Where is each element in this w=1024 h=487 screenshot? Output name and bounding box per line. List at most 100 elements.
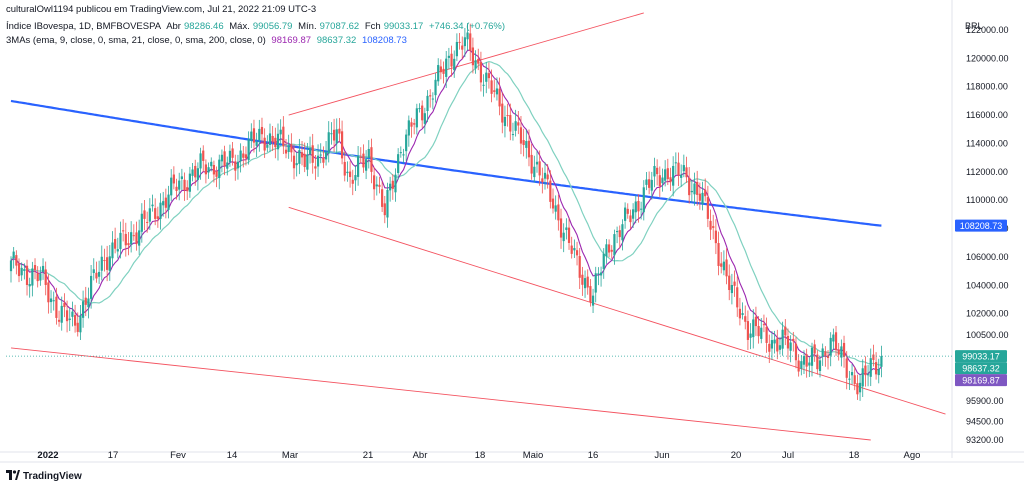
- candle-body: [415, 108, 418, 128]
- publisher-line: culturalOwl1194 publicou em TradingView.…: [6, 4, 317, 15]
- candle-body: [749, 333, 752, 338]
- candle-body: [223, 151, 226, 166]
- candle-body: [383, 203, 386, 216]
- candle-body: [314, 166, 317, 169]
- candle-body: [397, 154, 400, 174]
- candle-body: [506, 115, 509, 117]
- candle-body: [159, 202, 162, 219]
- candle-body: [487, 73, 491, 79]
- candle-body: [226, 162, 229, 169]
- candle-body: [295, 163, 298, 166]
- candle-body: [840, 346, 843, 358]
- candle-body: [287, 145, 290, 153]
- sma21-path: [10, 60, 882, 366]
- candle-body: [260, 126, 264, 135]
- candle-body: [736, 287, 739, 308]
- candle-body: [191, 169, 194, 176]
- open-value: 98286.46: [183, 21, 224, 32]
- candle-body: [119, 232, 122, 249]
- candle-body: [602, 253, 605, 269]
- candle-body: [183, 179, 186, 191]
- candle-body: [250, 131, 253, 141]
- candle-body: [23, 269, 26, 271]
- candle-body: [525, 141, 528, 148]
- change-value: +746.34 (+0.76%): [428, 21, 506, 32]
- candle-body: [738, 308, 742, 319]
- candle-body: [474, 60, 477, 69]
- candle-body: [690, 190, 693, 193]
- candle-body: [354, 175, 357, 181]
- sma200-path: [10, 99, 882, 227]
- candle-body: [322, 157, 325, 163]
- candle-body: [519, 127, 523, 144]
- candle-body: [802, 356, 806, 365]
- candle-body: [244, 154, 248, 159]
- y-tick-label: 120000.00: [966, 53, 1009, 63]
- candle-body: [874, 362, 878, 375]
- candle-body: [162, 201, 165, 206]
- candle-body: [471, 47, 475, 66]
- candle-body: [92, 269, 95, 274]
- candle-body: [106, 257, 109, 270]
- candle-body: [674, 162, 677, 164]
- candle-body: [423, 113, 426, 124]
- candle-body: [180, 176, 183, 180]
- price-badge-label: 108208.73: [960, 221, 1003, 231]
- candle-body: [413, 123, 416, 125]
- candle-body: [33, 265, 37, 271]
- currency-label: BRL: [965, 21, 983, 31]
- candle-body: [194, 165, 197, 178]
- high-value: 99056.79: [252, 21, 293, 32]
- candle-body: [172, 174, 175, 184]
- candle-body: [495, 88, 499, 95]
- symbol-name: Índice IBovespa, 1D, BMFBOVESPA: [6, 21, 162, 32]
- candle-body: [429, 95, 432, 97]
- candle-body: [340, 131, 344, 159]
- candle-body: [607, 244, 611, 253]
- candle-body: [335, 129, 338, 144]
- candle-body: [391, 180, 394, 189]
- candle-body: [752, 319, 755, 338]
- brand-name: TradingView: [23, 471, 82, 482]
- candle-body: [204, 164, 208, 175]
- candle-body: [621, 224, 624, 241]
- candle-body: [442, 68, 445, 74]
- candle-body: [789, 342, 792, 351]
- candle-body: [60, 305, 63, 323]
- candle-body: [279, 129, 282, 135]
- y-tick-label: 102000.00: [966, 309, 1009, 319]
- low-label: Mín.: [298, 21, 317, 32]
- candle-body: [880, 356, 883, 367]
- candle-body: [538, 161, 541, 176]
- candle-body: [124, 233, 127, 246]
- candle-body: [586, 276, 589, 288]
- sma21-line: [10, 60, 882, 366]
- candles: [9, 23, 883, 401]
- candle-body: [591, 295, 595, 306]
- candle-body: [76, 322, 79, 332]
- candle-body: [493, 90, 496, 92]
- candle-body: [73, 315, 77, 326]
- candle-body: [218, 159, 221, 178]
- y-tick-label: 116000.00: [966, 110, 1008, 120]
- candle-body: [311, 145, 314, 163]
- candle-body: [757, 326, 760, 337]
- candle-body: [613, 234, 616, 256]
- candle-body: [776, 338, 779, 352]
- candle-body: [292, 155, 296, 169]
- price-badge: [955, 374, 1007, 387]
- candle-body: [658, 175, 661, 187]
- candle-body: [618, 230, 621, 238]
- candle-body: [359, 156, 362, 158]
- candle-body: [98, 271, 101, 277]
- indicator-label: 3MAs (ema, 9, close, 0, sma, 21, close, …: [6, 35, 266, 46]
- y-tick-label: 94500.00: [966, 416, 1004, 426]
- price-badge: [955, 219, 1007, 232]
- candle-body: [818, 360, 822, 371]
- close-value: 99033.17: [383, 21, 424, 32]
- candle-body: [514, 121, 517, 131]
- candle-body: [629, 215, 632, 223]
- candle-body: [148, 208, 151, 222]
- candle-body: [114, 239, 117, 249]
